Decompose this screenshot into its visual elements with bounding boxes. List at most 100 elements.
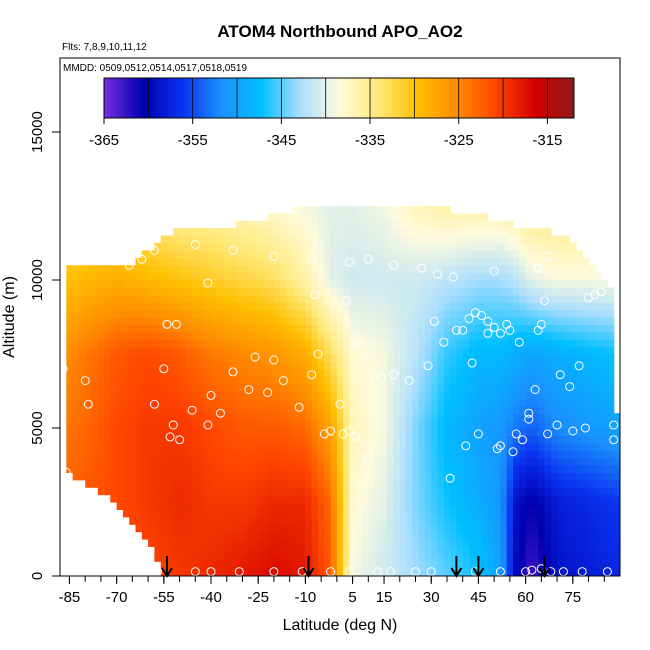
- field-cell: [185, 516, 193, 525]
- field-cell: [343, 324, 350, 333]
- field-cell: [462, 442, 470, 451]
- field-cell: [481, 561, 489, 570]
- field-cell: [469, 398, 476, 407]
- field-cell: [179, 435, 187, 444]
- field-cell: [525, 361, 533, 370]
- field-cell: [236, 435, 244, 444]
- field-cell: [236, 294, 244, 303]
- field-cell: [601, 294, 608, 303]
- field-cell: [355, 339, 363, 348]
- field-cell: [318, 302, 325, 311]
- field-cell: [261, 413, 269, 422]
- field-cell: [576, 383, 583, 392]
- field-cell: [248, 479, 256, 488]
- field-cell: [437, 420, 445, 429]
- field-cell: [336, 398, 344, 407]
- field-cell: [78, 309, 86, 318]
- field-cell: [349, 294, 357, 303]
- field-cell: [242, 346, 250, 355]
- field-cell: [167, 465, 174, 473]
- field-cell: [330, 531, 338, 540]
- field-cell: [179, 331, 187, 340]
- field-cell: [487, 494, 495, 503]
- field-cell: [588, 494, 596, 503]
- field-cell: [412, 405, 420, 414]
- sample-point: [423, 361, 433, 371]
- field-cell: [179, 243, 187, 251]
- field-cell: [167, 309, 174, 318]
- field-cell: [431, 487, 439, 496]
- field-cell: [148, 287, 155, 296]
- field-cell: [519, 302, 527, 311]
- field-cell: [305, 235, 313, 244]
- field-cell: [248, 405, 256, 414]
- field-cell: [116, 479, 124, 488]
- field-cell: [336, 265, 344, 274]
- field-cell: [387, 250, 395, 259]
- field-cell: [443, 228, 451, 237]
- field-cell: [242, 479, 250, 488]
- field-cell: [324, 309, 332, 318]
- field-cell: [412, 413, 420, 422]
- field-cell: [506, 302, 514, 311]
- field-cell: [305, 420, 313, 429]
- field-cell: [456, 450, 464, 459]
- field-cell: [336, 250, 344, 259]
- field-cell: [437, 361, 445, 370]
- field-cell: [393, 509, 401, 518]
- field-cell: [531, 272, 539, 281]
- field-cell: [613, 539, 620, 547]
- field-cell: [129, 302, 137, 311]
- field-cell: [506, 420, 514, 429]
- field-cell: [286, 539, 294, 547]
- field-cell: [179, 413, 187, 422]
- field-cell: [292, 516, 300, 525]
- field-cell: [336, 324, 344, 333]
- field-cell: [544, 339, 552, 348]
- field-cell: [299, 546, 306, 555]
- field-cell: [236, 442, 244, 451]
- field-cell: [519, 487, 527, 496]
- field-cell: [431, 435, 439, 444]
- field-cell: [418, 265, 426, 274]
- field-cell: [217, 272, 225, 281]
- field-cell: [613, 420, 620, 429]
- field-cell: [104, 317, 111, 325]
- field-cell: [223, 243, 231, 251]
- field-cell: [469, 331, 476, 340]
- field-cell: [97, 479, 105, 488]
- field-cell: [443, 272, 451, 281]
- field-cell: [154, 331, 162, 340]
- field-cell: [148, 368, 155, 377]
- field-cell: [318, 420, 325, 429]
- field-cell: [336, 524, 344, 533]
- field-cell: [601, 539, 608, 547]
- field-cell: [469, 568, 476, 576]
- field-cell: [456, 509, 464, 518]
- field-cell: [66, 324, 74, 333]
- field-cell: [443, 287, 451, 296]
- field-cell: [261, 487, 269, 496]
- field-cell: [406, 531, 413, 540]
- field-cell: [355, 539, 363, 547]
- x-tick-label: 45: [470, 589, 487, 606]
- field-cell: [531, 420, 539, 429]
- field-cell: [494, 494, 502, 503]
- field-cell: [167, 405, 174, 414]
- field-cell: [494, 235, 502, 244]
- field-cell: [550, 435, 558, 444]
- field-cell: [104, 391, 111, 399]
- sample-point: [294, 402, 304, 412]
- field-cell: [437, 561, 445, 570]
- field-cell: [343, 472, 350, 481]
- field-cell: [91, 479, 99, 488]
- field-cell: [550, 339, 558, 348]
- field-cell: [305, 383, 313, 392]
- field-cell: [122, 405, 130, 414]
- field-cell: [544, 494, 552, 503]
- field-cell: [450, 546, 457, 555]
- field-cell: [85, 346, 93, 355]
- field-cell: [469, 280, 476, 288]
- field-cell: [380, 346, 388, 355]
- field-cell: [185, 354, 193, 362]
